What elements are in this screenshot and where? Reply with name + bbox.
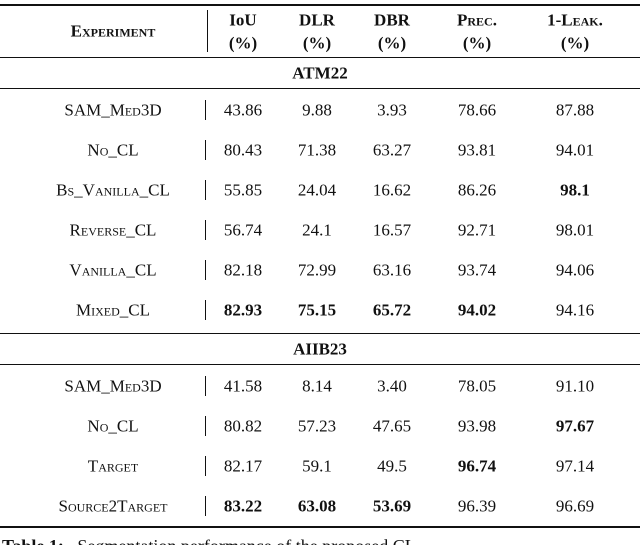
divider xyxy=(205,140,206,160)
cell: 16.62 xyxy=(372,180,412,200)
cell: 56.74 xyxy=(223,220,263,240)
cell: 94.06 xyxy=(555,260,595,280)
cell: 83.22 xyxy=(223,496,263,516)
cell: 82.17 xyxy=(223,456,263,476)
divider xyxy=(207,10,208,52)
cell: 8.14 xyxy=(302,376,332,396)
cell: 94.16 xyxy=(555,300,595,320)
cell: 96.74 xyxy=(457,456,497,476)
divider xyxy=(205,456,206,476)
cell: 94.02 xyxy=(457,300,497,320)
row-name: Source2Target xyxy=(58,496,168,516)
divider xyxy=(205,180,206,200)
column-unit: (%) xyxy=(377,33,407,53)
rule xyxy=(0,364,640,365)
cell: 71.38 xyxy=(297,140,337,160)
column-unit: (%) xyxy=(302,33,332,53)
cell: 65.72 xyxy=(372,300,412,320)
row-name: No_CL xyxy=(87,416,139,436)
row-name: No_CL xyxy=(87,140,139,160)
cell: 97.14 xyxy=(555,456,595,476)
row-name: SAM_Med3D xyxy=(64,100,162,120)
cell: 82.18 xyxy=(223,260,263,280)
rule xyxy=(0,88,640,89)
cell: 3.40 xyxy=(377,376,407,396)
divider xyxy=(205,220,206,240)
column-header: Prec. xyxy=(457,10,497,30)
caption-label: Table 1: xyxy=(2,536,64,545)
cell: 97.67 xyxy=(555,416,595,436)
cell: 24.1 xyxy=(302,220,332,240)
row-name: Reverse_CL xyxy=(69,220,157,240)
cell: 87.88 xyxy=(555,100,595,120)
cell: 41.58 xyxy=(223,376,263,396)
cell: 16.57 xyxy=(372,220,412,240)
cell: 86.26 xyxy=(457,180,497,200)
divider xyxy=(205,416,206,436)
row-name: Mixed_CL xyxy=(76,300,150,320)
cell: 93.98 xyxy=(457,416,497,436)
cell: 96.69 xyxy=(555,496,595,516)
rule xyxy=(0,526,640,528)
column-header: IoU xyxy=(229,10,257,30)
section-title: AIIB23 xyxy=(293,339,347,359)
cell: 9.88 xyxy=(302,100,332,120)
divider xyxy=(205,376,206,396)
caption-text: Segmentation performance of the proposed… xyxy=(77,536,415,545)
rule xyxy=(0,4,640,6)
cell: 80.82 xyxy=(223,416,263,436)
cell: 92.71 xyxy=(457,220,497,240)
cell: 78.66 xyxy=(457,100,497,120)
cell: 94.01 xyxy=(555,140,595,160)
cell: 93.81 xyxy=(457,140,497,160)
divider xyxy=(205,260,206,280)
rule xyxy=(0,57,640,58)
column-header: Experiment xyxy=(70,21,156,41)
cell: 49.5 xyxy=(377,456,407,476)
cell: 24.04 xyxy=(297,180,337,200)
cell: 53.69 xyxy=(372,496,412,516)
row-name: Vanilla_CL xyxy=(69,260,157,280)
row-name: SAM_Med3D xyxy=(64,376,162,396)
section-title: ATM22 xyxy=(292,63,348,83)
row-name: Bs_Vanilla_CL xyxy=(56,180,170,200)
cell: 3.93 xyxy=(377,100,407,120)
column-header: DLR xyxy=(299,10,335,30)
cell: 78.05 xyxy=(457,376,497,396)
cell: 63.08 xyxy=(297,496,337,516)
cell: 98.1 xyxy=(560,180,590,200)
cell: 63.27 xyxy=(372,140,412,160)
column-unit: (%) xyxy=(462,33,492,53)
cell: 59.1 xyxy=(302,456,332,476)
divider xyxy=(205,100,206,120)
cell: 91.10 xyxy=(555,376,595,396)
cell: 80.43 xyxy=(223,140,263,160)
divider xyxy=(205,496,206,516)
cell: 57.23 xyxy=(297,416,337,436)
column-unit: (%) xyxy=(560,33,590,53)
cell: 72.99 xyxy=(297,260,337,280)
cell: 47.65 xyxy=(372,416,412,436)
cell: 98.01 xyxy=(555,220,595,240)
cell: 82.93 xyxy=(223,300,263,320)
row-name: Target xyxy=(87,456,139,476)
divider xyxy=(205,300,206,320)
column-header: DBR xyxy=(374,10,410,30)
caption: Table 1: Segmentation performance of the… xyxy=(2,536,416,545)
column-unit: (%) xyxy=(228,33,258,53)
rule xyxy=(0,333,640,334)
cell: 63.16 xyxy=(372,260,412,280)
cell: 43.86 xyxy=(223,100,263,120)
cell: 55.85 xyxy=(223,180,263,200)
column-header: 1-Leak. xyxy=(547,10,603,30)
cell: 93.74 xyxy=(457,260,497,280)
cell: 75.15 xyxy=(297,300,337,320)
cell: 96.39 xyxy=(457,496,497,516)
